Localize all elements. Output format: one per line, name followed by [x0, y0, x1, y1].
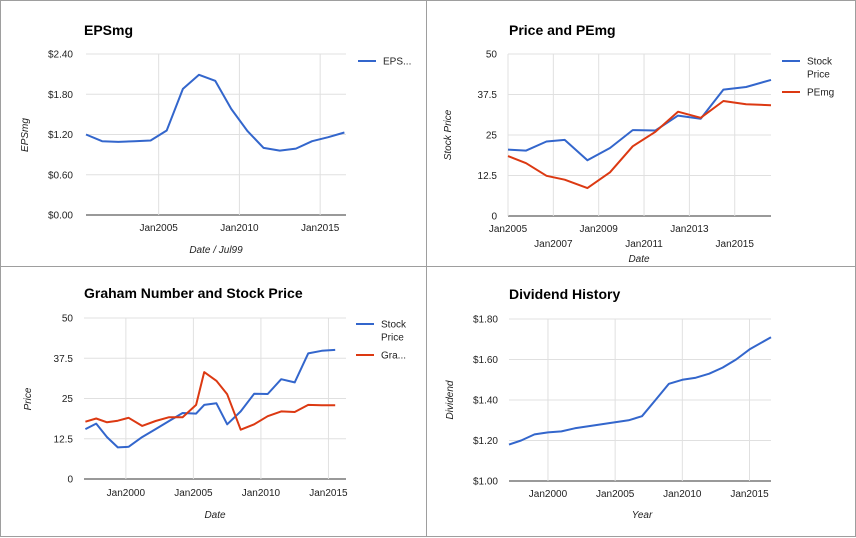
y-tick-label: 25	[62, 394, 74, 405]
y-tick-label: 0	[67, 475, 73, 486]
x-tick-label: Jan2005	[596, 489, 635, 500]
chart-panel-graham-number: Graham Number and Stock Price 0 12.5 25 37.5…	[0, 266, 427, 537]
price-pemg-chart: Price and PEmg 0 12.5 25 37.5 50 Jan2005 Jan200…	[443, 22, 834, 265]
y-tick-label: $2.40	[48, 50, 73, 61]
legend-label-line: Price	[807, 70, 830, 81]
dividend-history-chart: Dividend History $1.00 $1.20 $1.40 $1.60 $1.8…	[445, 286, 772, 521]
series-line-stock-price	[507, 78, 772, 162]
chart-title: Graham Number and Stock Price	[84, 285, 303, 301]
y-axis-label: Price	[23, 387, 34, 410]
y-axis-label: Dividend	[445, 380, 456, 419]
y-tick-label: $1.60	[473, 355, 498, 366]
x-axis-label: Year	[632, 510, 653, 521]
x-tick-label: Jan2009	[580, 224, 619, 235]
y-tick-label: $1.80	[473, 315, 498, 326]
y-tick-label: $1.00	[473, 477, 498, 488]
y-tick-label: $1.40	[473, 396, 498, 407]
y-tick-label: 12.5	[54, 434, 74, 445]
y-tick-label: $1.20	[48, 130, 73, 141]
y-tick-label: $1.80	[48, 90, 73, 101]
y-axis-label: EPSmg	[20, 118, 31, 152]
series-line-gra	[85, 371, 336, 431]
y-tick-label: 50	[486, 50, 498, 61]
chart-title: Price and PEmg	[509, 22, 616, 38]
y-tick-label: $0.00	[48, 211, 73, 222]
legend-label-line: Stock	[381, 320, 407, 331]
x-axis-label: Date	[628, 254, 650, 265]
y-tick-label: 37.5	[54, 354, 74, 365]
series-line-dividend	[508, 336, 772, 446]
x-tick-label: Jan2005	[174, 488, 213, 499]
legend-label: Gra...	[381, 351, 406, 362]
x-axis-label: Date	[204, 510, 226, 521]
legend-label: Stock Price	[807, 57, 833, 81]
legend-label: Stock Price	[381, 320, 407, 344]
series-line-eps	[85, 73, 345, 152]
legend-label: PEmg	[807, 88, 834, 99]
chart-title: Dividend History	[509, 286, 620, 302]
y-tick-label: $0.60	[48, 170, 73, 181]
y-axis-label: Stock Price	[443, 109, 454, 160]
x-axis-label: Date / Jul99	[189, 245, 243, 256]
chart-panel-dividend-history: Dividend History $1.00 $1.20 $1.40 $1.60 $1.8…	[426, 266, 856, 537]
x-tick-label: Jan2007	[534, 239, 573, 250]
chart-panel-epsmg: EPSmg $0.00 $0.60 $1.20 $1.80 $2.40 Jan2005 Jan…	[0, 0, 427, 267]
x-tick-label: Jan2015	[730, 489, 769, 500]
y-tick-label: 12.5	[478, 171, 498, 182]
chart-panel-price-pemg: Price and PEmg 0 12.5 25 37.5 50 Jan2005 Jan200…	[426, 0, 856, 267]
series-line-pemg	[507, 100, 772, 190]
x-tick-label: Jan2010	[663, 489, 702, 500]
x-tick-label: Jan2013	[670, 224, 709, 235]
legend-label-line: Price	[381, 333, 404, 344]
x-tick-label: Jan2010	[242, 488, 281, 499]
graham-number-chart: Graham Number and Stock Price 0 12.5 25 37.5…	[23, 285, 407, 521]
x-tick-label: Jan2010	[220, 223, 259, 234]
x-tick-label: Jan2015	[716, 239, 755, 250]
y-tick-label: 25	[486, 131, 498, 142]
y-tick-label: 37.5	[478, 90, 498, 101]
x-tick-label: Jan2015	[309, 488, 348, 499]
y-tick-label: 50	[62, 314, 74, 325]
legend-label-line: Stock	[807, 57, 833, 68]
x-tick-label: Jan2005	[139, 223, 178, 234]
chart-title: EPSmg	[84, 22, 133, 38]
x-tick-label: Jan2005	[489, 224, 528, 235]
y-tick-label: 0	[491, 212, 497, 223]
legend-label: EPS...	[383, 57, 411, 68]
x-tick-label: Jan2015	[301, 223, 340, 234]
x-tick-label: Jan2000	[107, 488, 146, 499]
y-tick-label: $1.20	[473, 436, 498, 447]
series-line-stock-price	[84, 348, 336, 449]
epsmg-chart: EPSmg $0.00 $0.60 $1.20 $1.80 $2.40 Jan2005 Jan…	[20, 22, 411, 256]
x-tick-label: Jan2000	[529, 489, 568, 500]
x-tick-label: Jan2011	[625, 239, 663, 250]
